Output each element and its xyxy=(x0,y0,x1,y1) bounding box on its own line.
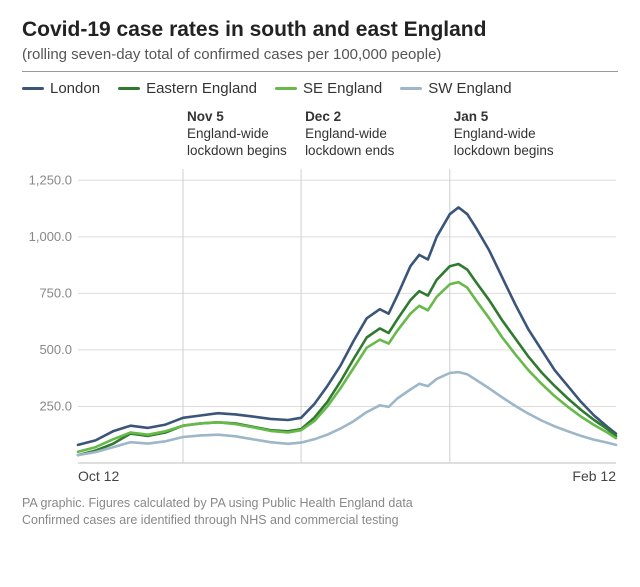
legend-item-eastern: Eastern England xyxy=(118,80,257,97)
legend-item-london: London xyxy=(22,80,100,97)
svg-text:500.0: 500.0 xyxy=(39,342,72,357)
chart-subtitle: (rolling seven-day total of confirmed ca… xyxy=(22,46,618,63)
legend-swatch-icon xyxy=(275,87,297,90)
legend-label: London xyxy=(50,80,100,97)
legend: London Eastern England SE England SW Eng… xyxy=(22,80,618,97)
line-chart-svg: 250.0 500.0 750.0 1,000.0 1,250.0 Oct 12 Feb 1… xyxy=(22,107,618,487)
chart-annotation: Jan 5England-widelockdown begins xyxy=(454,109,554,160)
legend-label: Eastern England xyxy=(146,80,257,97)
source-text: PA graphic. Figures calculated by PA usi… xyxy=(22,495,618,529)
svg-text:250.0: 250.0 xyxy=(39,398,72,413)
legend-item-sw: SW England xyxy=(400,80,511,97)
legend-swatch-icon xyxy=(400,87,422,90)
svg-text:1,000.0: 1,000.0 xyxy=(29,229,72,244)
legend-swatch-icon xyxy=(22,87,44,90)
svg-text:1,250.0: 1,250.0 xyxy=(29,172,72,187)
divider xyxy=(22,71,618,72)
source-line-1: PA graphic. Figures calculated by PA usi… xyxy=(22,495,618,512)
chart-container: Covid-19 case rates in south and east En… xyxy=(0,0,640,587)
svg-text:Feb 12: Feb 12 xyxy=(572,468,616,484)
chart-annotation: Nov 5England-widelockdown begins xyxy=(187,109,287,160)
legend-swatch-icon xyxy=(118,87,140,90)
svg-text:750.0: 750.0 xyxy=(39,285,72,300)
plot-area: 250.0 500.0 750.0 1,000.0 1,250.0 Oct 12 Feb 1… xyxy=(22,107,618,487)
chart-annotation: Dec 2England-widelockdown ends xyxy=(305,109,394,160)
legend-item-se: SE England xyxy=(275,80,382,97)
legend-label: SE England xyxy=(303,80,382,97)
legend-label: SW England xyxy=(428,80,511,97)
source-line-2: Confirmed cases are identified through N… xyxy=(22,512,618,529)
svg-text:Oct 12: Oct 12 xyxy=(78,468,119,484)
chart-title: Covid-19 case rates in south and east En… xyxy=(22,18,618,42)
